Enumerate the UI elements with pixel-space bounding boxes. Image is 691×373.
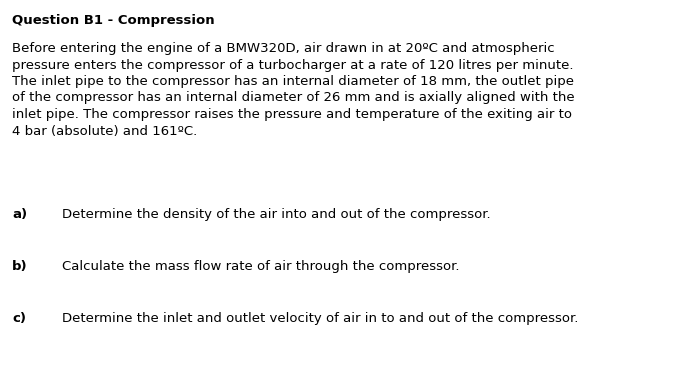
Text: a): a)	[12, 208, 27, 221]
Text: Before entering the engine of a BMW320D, air drawn in at 20ºC and atmospheric
pr: Before entering the engine of a BMW320D,…	[12, 42, 575, 138]
Text: Determine the inlet and outlet velocity of air in to and out of the compressor.: Determine the inlet and outlet velocity …	[62, 312, 578, 325]
Text: c): c)	[12, 312, 26, 325]
Text: Determine the density of the air into and out of the compressor.: Determine the density of the air into an…	[62, 208, 491, 221]
Text: Calculate the mass flow rate of air through the compressor.: Calculate the mass flow rate of air thro…	[62, 260, 460, 273]
Text: Question B1 - Compression: Question B1 - Compression	[12, 14, 215, 27]
Text: b): b)	[12, 260, 28, 273]
